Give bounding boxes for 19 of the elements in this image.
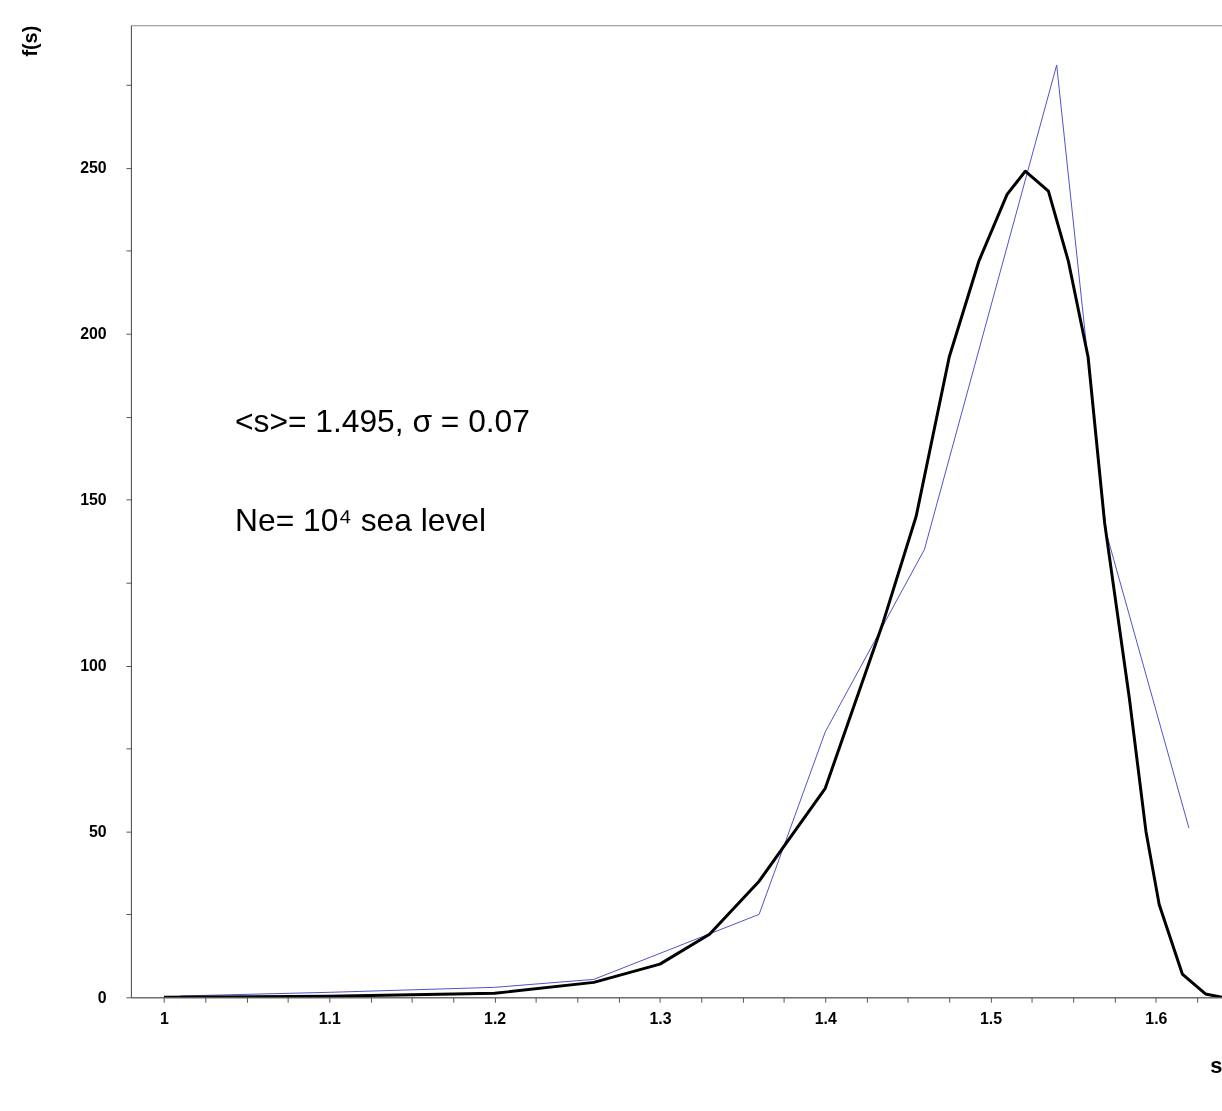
annotation: Ne= 10⁴ sea level — [235, 502, 486, 539]
x-tick-label: 1.3 — [649, 1009, 672, 1027]
x-tick-label: 1.5 — [980, 1009, 1003, 1027]
x-tick-label: 1 — [160, 1009, 170, 1027]
x-axis-title: s — [1210, 1053, 1222, 1079]
y-tick-label: 50 — [88, 822, 107, 840]
line-series — [180, 64, 1190, 997]
y-axis-title: f(s) — [18, 25, 41, 57]
y-tick-label: 0 — [97, 988, 107, 1006]
x-tick-label: 1.4 — [814, 1009, 837, 1027]
y-tick-label: 100 — [80, 657, 107, 674]
y-tick-label: 150 — [80, 491, 107, 509]
line-series — [162, 169, 1222, 998]
y-tick-label: 200 — [80, 325, 107, 343]
annotation: <s>= 1.495, σ = 0.07 — [235, 402, 530, 439]
x-tick-label: 1.2 — [484, 1009, 507, 1027]
y-tick-label: 250 — [80, 159, 107, 177]
x-tick-label: 1.6 — [1145, 1009, 1168, 1027]
x-tick-label: 1.1 — [318, 1009, 341, 1027]
